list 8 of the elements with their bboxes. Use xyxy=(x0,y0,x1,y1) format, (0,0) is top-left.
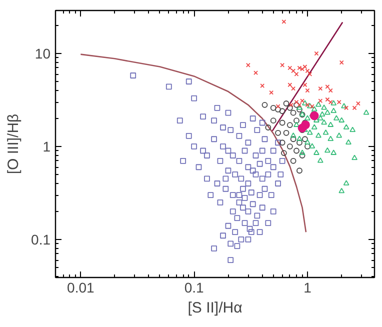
y-tick-label: 10 xyxy=(34,46,51,62)
x-axis-title: [S II]/Hα xyxy=(188,300,243,316)
y-tick-label: 0.1 xyxy=(31,231,51,248)
x-tick-label: 0.1 xyxy=(184,280,204,296)
x-tick-label: 0.01 xyxy=(67,280,94,296)
y-tick-label: 1 xyxy=(42,138,51,154)
x-tick-label: 1 xyxy=(304,280,312,296)
y-axis-title: [O III]/Hβ xyxy=(5,113,22,174)
